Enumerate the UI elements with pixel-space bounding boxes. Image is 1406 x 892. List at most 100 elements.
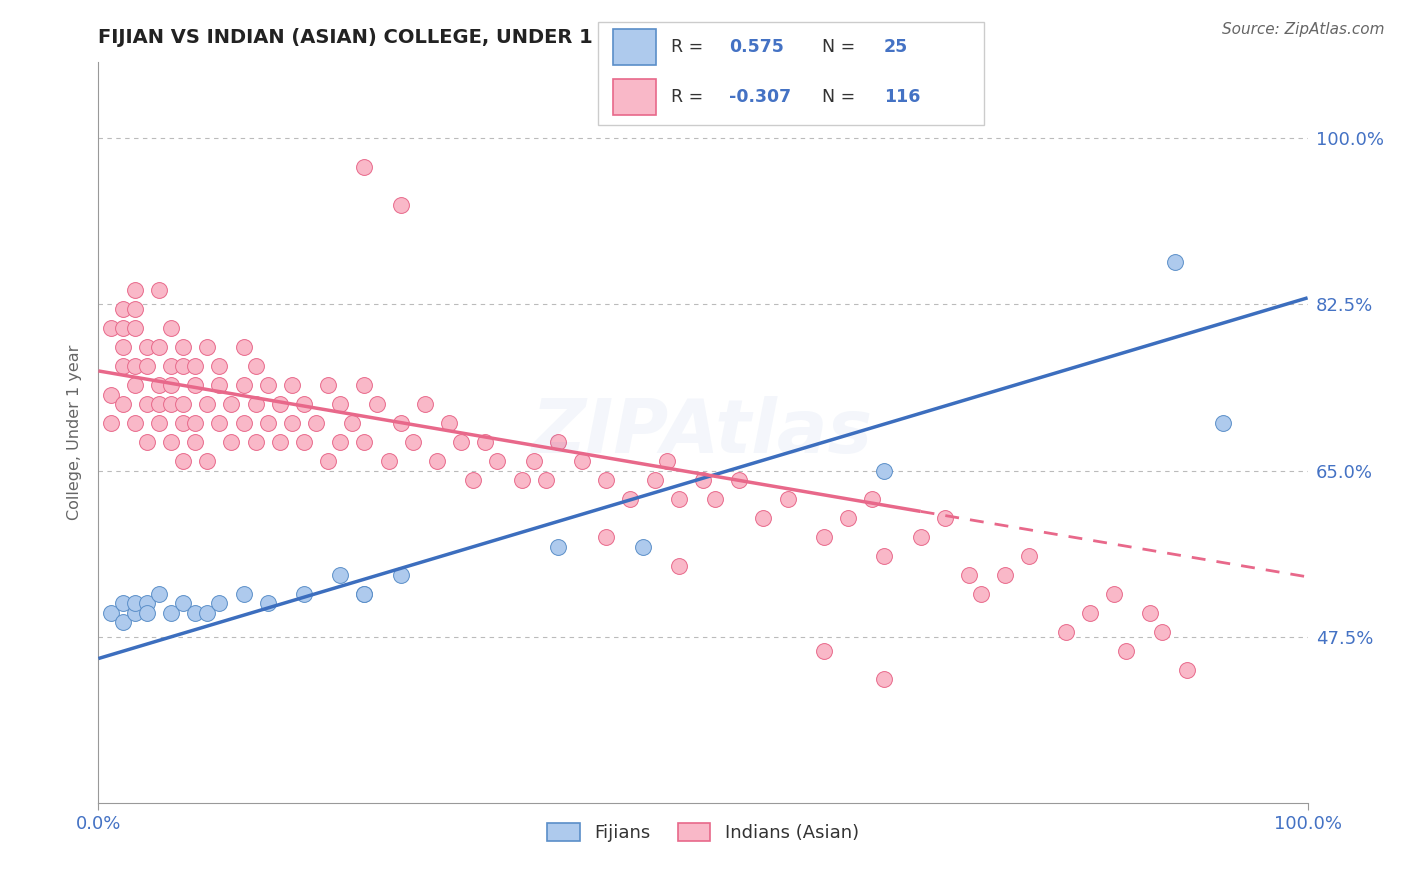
Point — [292, 435, 315, 450]
Point — [316, 378, 339, 392]
Point — [353, 378, 375, 392]
Point — [172, 340, 194, 354]
Point — [245, 397, 267, 411]
Point — [692, 473, 714, 487]
Point — [523, 454, 546, 468]
Point — [124, 597, 146, 611]
Point — [100, 606, 122, 620]
Point — [389, 416, 412, 430]
Point — [813, 644, 835, 658]
Point — [837, 511, 859, 525]
Point — [269, 397, 291, 411]
Point — [256, 378, 278, 392]
Point — [668, 491, 690, 506]
Point — [486, 454, 509, 468]
Point — [342, 416, 364, 430]
Point — [148, 587, 170, 601]
Point — [256, 416, 278, 430]
Point — [148, 416, 170, 430]
Point — [195, 606, 218, 620]
Text: R =: R = — [671, 87, 703, 105]
Legend: Fijians, Indians (Asian): Fijians, Indians (Asian) — [540, 815, 866, 849]
Point — [389, 198, 412, 212]
Point — [221, 397, 243, 411]
Point — [100, 416, 122, 430]
Point — [232, 416, 254, 430]
Point — [172, 454, 194, 468]
Point — [1054, 624, 1077, 639]
Point — [910, 530, 932, 544]
Point — [547, 540, 569, 554]
Text: 0.575: 0.575 — [728, 38, 785, 56]
Point — [970, 587, 993, 601]
Point — [221, 435, 243, 450]
Point — [704, 491, 727, 506]
Point — [195, 340, 218, 354]
Point — [232, 587, 254, 601]
Bar — [613, 29, 655, 65]
Point — [245, 435, 267, 450]
Point — [208, 378, 231, 392]
Point — [329, 397, 352, 411]
Point — [269, 435, 291, 450]
Point — [1115, 644, 1137, 658]
Point — [510, 473, 533, 487]
Point — [595, 530, 617, 544]
Point — [752, 511, 775, 525]
Point — [377, 454, 399, 468]
Point — [148, 283, 170, 297]
Point — [135, 606, 157, 620]
Point — [124, 321, 146, 335]
Point — [184, 378, 207, 392]
Point — [353, 587, 375, 601]
Point — [160, 359, 183, 374]
Point — [135, 397, 157, 411]
Point — [281, 416, 304, 430]
Point — [353, 160, 375, 174]
Text: N =: N = — [821, 87, 855, 105]
Point — [111, 340, 134, 354]
Text: 25: 25 — [883, 38, 908, 56]
Text: FIJIAN VS INDIAN (ASIAN) COLLEGE, UNDER 1 YEAR CORRELATION CHART: FIJIAN VS INDIAN (ASIAN) COLLEGE, UNDER … — [98, 28, 898, 47]
Point — [135, 340, 157, 354]
Point — [160, 378, 183, 392]
Point — [124, 606, 146, 620]
Point — [172, 597, 194, 611]
Point — [873, 549, 896, 563]
Point — [172, 416, 194, 430]
Point — [644, 473, 666, 487]
Point — [184, 606, 207, 620]
Point — [124, 283, 146, 297]
Point — [111, 302, 134, 317]
Point — [631, 540, 654, 554]
Point — [474, 435, 496, 450]
Point — [135, 597, 157, 611]
Point — [366, 397, 388, 411]
Point — [111, 615, 134, 630]
Point — [232, 378, 254, 392]
Point — [111, 321, 134, 335]
Point — [957, 568, 980, 582]
Text: 116: 116 — [883, 87, 920, 105]
Text: -0.307: -0.307 — [728, 87, 792, 105]
Point — [426, 454, 449, 468]
Point — [148, 340, 170, 354]
Point — [1139, 606, 1161, 620]
Point — [353, 435, 375, 450]
Point — [160, 435, 183, 450]
Point — [655, 454, 678, 468]
Point — [873, 464, 896, 478]
Point — [184, 416, 207, 430]
Point — [463, 473, 485, 487]
Point — [450, 435, 472, 450]
Point — [534, 473, 557, 487]
Point — [619, 491, 641, 506]
Point — [994, 568, 1017, 582]
Text: ZIPAtlas: ZIPAtlas — [533, 396, 873, 469]
Point — [316, 454, 339, 468]
Point — [437, 416, 460, 430]
Point — [195, 454, 218, 468]
Text: N =: N = — [821, 38, 855, 56]
Text: Source: ZipAtlas.com: Source: ZipAtlas.com — [1222, 22, 1385, 37]
Point — [595, 473, 617, 487]
